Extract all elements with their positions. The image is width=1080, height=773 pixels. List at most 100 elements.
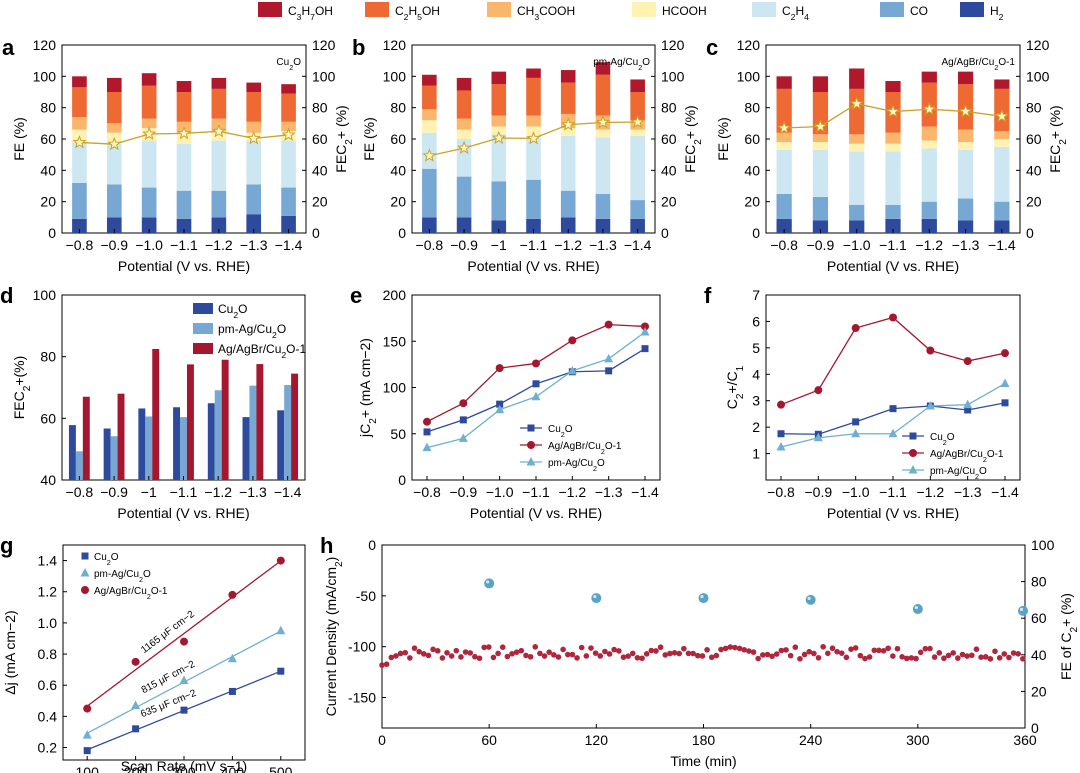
x-tick-label: −0.8	[416, 237, 444, 253]
current-point	[764, 651, 771, 658]
marker-square	[605, 367, 613, 375]
current-point	[755, 655, 761, 662]
legend-swatch	[193, 343, 213, 354]
current-point	[727, 644, 734, 650]
current-point	[467, 650, 474, 656]
current-point	[541, 653, 548, 659]
x-tick-label: 200	[124, 764, 148, 773]
y-tick-label: 0.8	[38, 646, 58, 662]
bar-segment-hcooh	[630, 129, 645, 136]
marker-circle	[495, 364, 504, 373]
y-tick-label: 5	[752, 340, 760, 356]
fe-c2-star	[595, 115, 610, 129]
x-tick-label: 500	[269, 764, 293, 773]
bar-segment-ch3cooh	[812, 134, 829, 143]
x-tick-label: 240	[799, 732, 823, 748]
legend-label: pm-Ag/Cu2O	[930, 466, 987, 481]
marker-triangle	[1000, 378, 1010, 388]
current-point	[388, 654, 395, 661]
current-point	[430, 646, 436, 653]
panel-annotation: pm-Ag/Cu2O	[593, 57, 650, 72]
x-tick-label: −1.3	[239, 484, 267, 500]
marker-triangle	[908, 465, 918, 474]
bar-cu2o	[173, 407, 181, 480]
bar-segment-co	[72, 182, 87, 219]
legend-label: Cu2O	[218, 302, 247, 320]
y-tick-label: -50	[356, 588, 376, 604]
bar-segment-hcooh	[211, 131, 227, 141]
panel-annotation: Ag/AgBr/Cu2O-1	[942, 57, 1016, 72]
bar-ag-agbr	[256, 364, 264, 480]
marker-square	[81, 552, 89, 560]
y-tick-label: 0	[398, 472, 406, 488]
bar-segment-c3h7oh	[885, 81, 901, 92]
bar-segment-c3h7oh	[491, 71, 507, 85]
x-tick-label: −0.9	[805, 484, 833, 500]
y-tick-label: 120	[383, 37, 407, 53]
bar-segment-co	[526, 179, 541, 219]
y-tick-label: 20	[390, 194, 406, 210]
current-point	[899, 654, 905, 660]
bar-segment-co	[595, 193, 611, 219]
current-point	[941, 655, 947, 662]
y-tick-label: 60	[40, 131, 56, 147]
bar-segment-ch3cooh	[491, 115, 507, 127]
bar-segment-c3h7oh	[211, 77, 227, 89]
y2-axis-label: FEC2+ (%)	[333, 105, 355, 172]
current-point	[509, 650, 515, 657]
y-tick-label: 60	[312, 131, 328, 147]
current-point	[420, 651, 427, 657]
bar-segment-h2	[595, 218, 611, 233]
y-axis-label: FEC2+(%)	[11, 356, 33, 420]
bar-segment-c3h7oh	[812, 76, 829, 92]
current-point	[927, 645, 933, 652]
fe-c2-star	[72, 135, 87, 149]
x-tick-label: −1.4	[275, 237, 303, 253]
x-tick-label: 180	[692, 732, 716, 748]
x-tick-label: −1.0	[842, 484, 870, 500]
marker-circle	[963, 357, 972, 366]
y-tick-label: 200	[383, 287, 407, 303]
y-tick-label: -100	[348, 639, 376, 655]
bar-segment-c2h4	[560, 135, 576, 191]
bar-segment-c2h5oh	[246, 92, 262, 122]
current-point	[555, 654, 562, 660]
x-tick-label: −1.4	[631, 484, 659, 500]
legend-label: CH3COOH	[517, 4, 575, 22]
bar-segment-co	[921, 201, 937, 219]
y-tick-label: 20	[312, 194, 328, 210]
legend-label: Ag/AgBr/Cu2O-1	[218, 342, 307, 360]
bar-segment-hcooh	[422, 120, 437, 133]
current-point	[481, 644, 487, 651]
bar-segment-hcooh	[885, 143, 901, 152]
y-tick-label: 100	[1026, 68, 1050, 84]
x-axis-label: Potential (V vs. RHE)	[470, 505, 602, 521]
bar-segment-c2h5oh	[422, 85, 437, 110]
bar-segment-h2	[849, 220, 865, 233]
current-point	[639, 655, 645, 662]
current-point	[825, 650, 831, 657]
marker-square	[423, 428, 431, 436]
current-point	[1010, 650, 1017, 656]
bar-segment-hcooh	[849, 143, 865, 152]
current-point	[787, 652, 794, 659]
current-point	[513, 649, 520, 655]
y-tick-label: 3	[752, 393, 760, 409]
marker-triangle	[495, 404, 505, 414]
panel-b-stacked-fe: 0 20 40 60 80 100 120 0 20 40 60 80 100 120 −0.8 −0.9 −1…	[352, 35, 704, 274]
bar-segment-c2h5oh	[211, 88, 227, 119]
current-point	[629, 650, 636, 657]
fe-c2-star	[142, 126, 157, 140]
y-tick-label: 40	[40, 472, 56, 488]
current-point	[908, 655, 915, 661]
bar-segment-c3h7oh	[776, 76, 792, 89]
bar-segment-c3h7oh	[957, 71, 974, 85]
bar-segment-h2	[246, 214, 262, 233]
current-point	[964, 653, 970, 659]
y-tick-label: 100	[737, 68, 761, 84]
panel-letter: b	[352, 35, 365, 60]
current-point	[992, 648, 998, 655]
y-axis-label: FE (%)	[361, 117, 377, 161]
